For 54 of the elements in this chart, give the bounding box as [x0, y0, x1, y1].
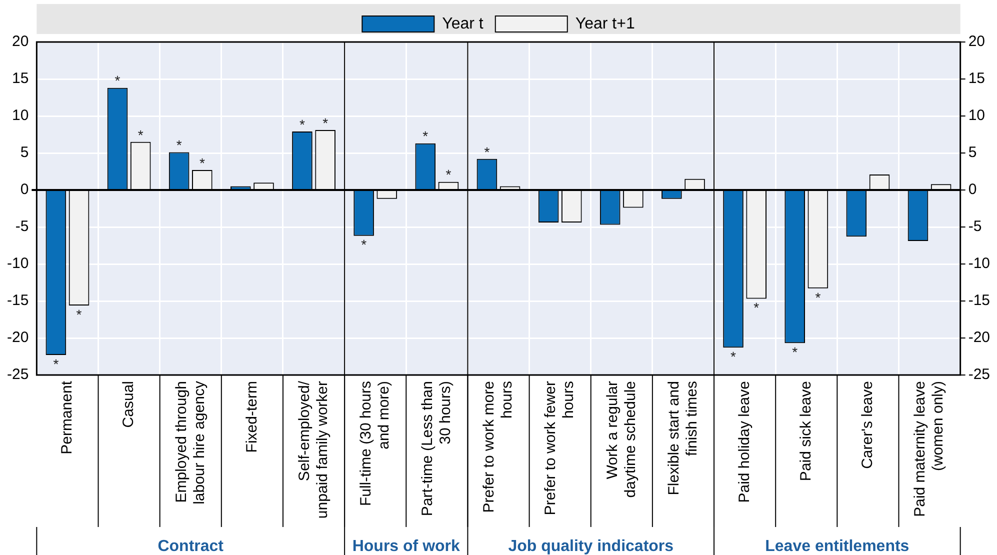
- data-label: *: [446, 166, 452, 183]
- data-label: *: [76, 306, 82, 322]
- y-tick-label: 20: [968, 33, 986, 50]
- y-tick-label: -20: [968, 329, 990, 346]
- data-label: *: [300, 116, 306, 132]
- x-tick-label: Paid maternity leave (women only): [912, 380, 947, 517]
- data-label: *: [484, 144, 490, 160]
- text: Leave entitlements: [765, 538, 910, 555]
- x-tick-label: Carer's leave: [859, 381, 876, 469]
- y2-tick-label: 15: [12, 70, 29, 88]
- data-label: *: [199, 154, 206, 171]
- x-tick-label: Paid holiday leave: [736, 381, 753, 503]
- y2-tick-label: 5: [20, 144, 29, 162]
- y-tick-label: 5: [968, 144, 977, 162]
- x-tick-label: Full-time (30 hours and more): [357, 381, 392, 506]
- x-tick-label: Fixed-term: [243, 381, 260, 453]
- x-tick-label: Paid sick leave: [798, 381, 815, 482]
- legend-label: Year t: [442, 15, 484, 32]
- y-tick-label: 10: [968, 107, 986, 124]
- text: Year t+1: [575, 15, 635, 32]
- y-tick-label: -5: [968, 218, 982, 236]
- text: Job quality indicators: [508, 538, 674, 555]
- data-label: *: [53, 356, 60, 372]
- y2-tick-label: -25: [6, 366, 29, 384]
- x-tick-label: Casual: [120, 381, 138, 428]
- data-label: *: [815, 289, 822, 306]
- x-tick-label: Employed through labour hire agency: [172, 380, 208, 504]
- y-tick-label: -10: [968, 255, 990, 272]
- data-label: *: [730, 348, 737, 364]
- x-tick-label: Prefer to work more hours: [480, 381, 516, 513]
- text: Hours of work: [352, 538, 460, 555]
- data-label: *: [361, 236, 368, 253]
- x-tick-label: Permanent: [58, 380, 76, 454]
- y2-tick-label: -10: [6, 255, 29, 272]
- y-tick-label: -25: [968, 366, 990, 384]
- y2-tick-label: 10: [12, 107, 29, 124]
- data-label: *: [754, 300, 760, 316]
- x-tick-label: Part-time (Less than 30 hours): [419, 381, 454, 516]
- data-label: *: [792, 344, 798, 360]
- y-tick-label: -15: [968, 292, 990, 310]
- y2-tick-label: 20: [12, 33, 29, 50]
- y2-tick-label: -20: [6, 329, 29, 346]
- data-label: *: [322, 114, 329, 131]
- y2-tick-label: -15: [6, 292, 29, 310]
- data-label: *: [176, 137, 182, 154]
- data-label: *: [422, 128, 429, 144]
- x-tick-label: Prefer to work fewer hours: [542, 381, 578, 516]
- data-label: *: [138, 126, 144, 143]
- y2-tick-label: -5: [15, 218, 29, 236]
- data-label: *: [114, 72, 121, 89]
- y-tick-label: 15: [968, 70, 986, 88]
- y-tick-label: 0: [968, 181, 977, 198]
- text: Contract: [158, 538, 224, 555]
- y2-tick-label: 0: [20, 181, 29, 198]
